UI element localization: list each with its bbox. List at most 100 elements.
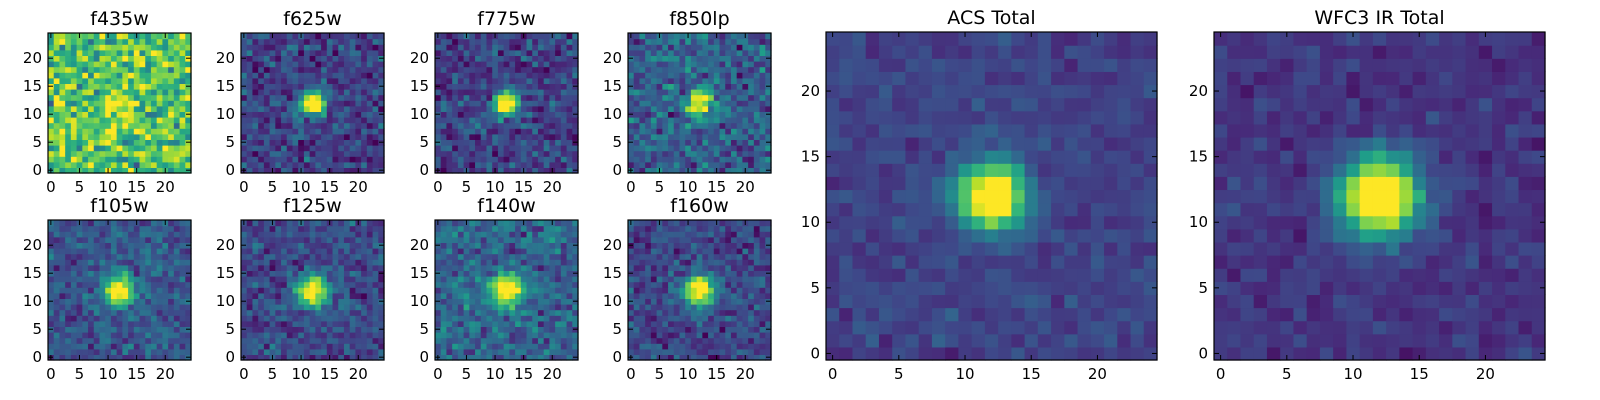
heatmap-cell bbox=[309, 61, 316, 68]
heatmap-cell bbox=[105, 49, 112, 56]
heatmap-cell bbox=[515, 122, 522, 129]
heatmap-cell bbox=[480, 122, 488, 129]
heatmap-cell bbox=[457, 122, 465, 129]
heatmap-cell bbox=[292, 145, 299, 152]
heatmap-cell bbox=[150, 270, 158, 277]
heatmap-cell bbox=[349, 281, 356, 288]
heatmap-cell bbox=[99, 66, 106, 73]
heatmap-cell bbox=[269, 253, 276, 260]
heatmap-cell bbox=[321, 105, 328, 112]
heatmap-cell bbox=[338, 287, 345, 294]
heatmap-cell bbox=[65, 292, 72, 299]
heatmap-cell bbox=[639, 100, 646, 107]
heatmap-cell bbox=[355, 61, 362, 68]
heatmap-cell bbox=[332, 309, 339, 316]
heatmap-cell bbox=[452, 225, 459, 232]
heatmap-cell bbox=[457, 105, 465, 112]
heatmap-cell bbox=[116, 298, 123, 305]
heatmap-cell bbox=[696, 89, 703, 96]
heatmap-cell bbox=[315, 61, 322, 68]
heatmap-cell bbox=[128, 332, 135, 339]
heatmap-cell bbox=[122, 242, 129, 249]
heatmap-cell bbox=[509, 248, 516, 255]
x-tick-label: 20 bbox=[543, 178, 562, 196]
heatmap-cell bbox=[537, 242, 545, 249]
heatmap-cell bbox=[725, 150, 732, 157]
heatmap-cell bbox=[759, 38, 766, 45]
heatmap-cell bbox=[628, 100, 635, 107]
heatmap-cell bbox=[246, 276, 254, 283]
heatmap-cell bbox=[76, 281, 83, 288]
heatmap-cell bbox=[110, 161, 118, 168]
heatmap-cell bbox=[440, 259, 448, 266]
heatmap-cell bbox=[303, 343, 311, 350]
heatmap-cell bbox=[759, 348, 766, 355]
heatmap-cell bbox=[292, 287, 299, 294]
heatmap-cell bbox=[315, 66, 322, 73]
heatmap-cell bbox=[263, 225, 271, 232]
heatmap-cell bbox=[509, 253, 516, 260]
heatmap-cell bbox=[725, 61, 732, 68]
heatmap-cell bbox=[679, 276, 686, 283]
heatmap-cell bbox=[145, 145, 152, 152]
heatmap-cell bbox=[366, 44, 374, 51]
heatmap-cell bbox=[730, 111, 738, 118]
heatmap-cell bbox=[656, 326, 663, 333]
heatmap-cell bbox=[361, 139, 368, 146]
heatmap-cell bbox=[469, 83, 476, 90]
heatmap-cell bbox=[566, 354, 573, 361]
heatmap-cell bbox=[179, 83, 186, 90]
heatmap-cell bbox=[326, 292, 334, 299]
heatmap-cell bbox=[645, 38, 652, 45]
heatmap-cell bbox=[292, 242, 299, 249]
heatmap-cell bbox=[742, 281, 749, 288]
heatmap-cell bbox=[241, 49, 248, 56]
heatmap-cell bbox=[179, 292, 186, 299]
heatmap-cell bbox=[713, 77, 721, 84]
heatmap-cell bbox=[753, 44, 761, 51]
heatmap-cell bbox=[532, 292, 539, 299]
heatmap-cell bbox=[719, 61, 726, 68]
heatmap-cell bbox=[252, 231, 259, 238]
heatmap-cell bbox=[65, 242, 72, 249]
heatmap-cell bbox=[150, 281, 158, 288]
heatmap-cell bbox=[76, 100, 83, 107]
heatmap-cell bbox=[673, 145, 681, 152]
heatmap-cell bbox=[650, 348, 658, 355]
heatmap-cell bbox=[526, 49, 533, 56]
heatmap-cell bbox=[53, 66, 61, 73]
heatmap-cell bbox=[475, 292, 482, 299]
heatmap-cell bbox=[321, 150, 328, 157]
heatmap-cell bbox=[332, 61, 339, 68]
heatmap-cell bbox=[742, 332, 749, 339]
heatmap-cell bbox=[263, 236, 271, 243]
heatmap-cell bbox=[70, 242, 78, 249]
heatmap-cell bbox=[463, 292, 470, 299]
heatmap-cell bbox=[366, 304, 374, 311]
heatmap-cell bbox=[355, 248, 362, 255]
heatmap-cell bbox=[145, 83, 152, 90]
heatmap-cell bbox=[139, 348, 146, 355]
heatmap-cell bbox=[650, 281, 658, 288]
heatmap-cell bbox=[685, 133, 692, 140]
heatmap-cell bbox=[457, 348, 465, 355]
heatmap-cell bbox=[173, 117, 181, 124]
heatmap-cell bbox=[537, 161, 545, 168]
heatmap-cell bbox=[309, 94, 316, 101]
heatmap-cell bbox=[128, 276, 135, 283]
heatmap-cell bbox=[372, 66, 379, 73]
heatmap-cell bbox=[246, 236, 254, 243]
heatmap-cell bbox=[753, 72, 761, 79]
heatmap-cell bbox=[537, 167, 545, 174]
heatmap-cell bbox=[435, 287, 442, 294]
heatmap-cell bbox=[361, 33, 368, 40]
heatmap-cell bbox=[65, 343, 72, 350]
heatmap-cell bbox=[446, 77, 453, 84]
heatmap-cell bbox=[269, 83, 276, 90]
heatmap-cell bbox=[560, 77, 568, 84]
heatmap-cell bbox=[162, 72, 169, 79]
heatmap-cell bbox=[628, 128, 635, 135]
heatmap-cell bbox=[633, 337, 641, 344]
heatmap-cell bbox=[53, 133, 61, 140]
heatmap-cell bbox=[65, 94, 72, 101]
